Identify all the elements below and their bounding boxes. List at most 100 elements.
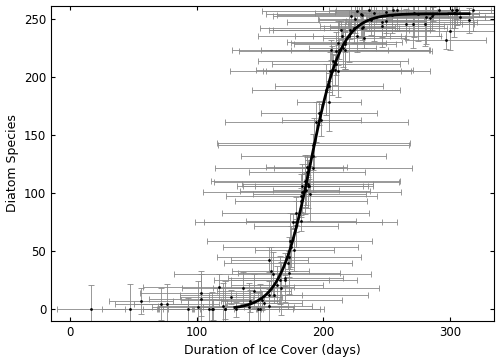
Point xyxy=(435,7,443,13)
Point xyxy=(287,244,295,250)
Point xyxy=(246,298,254,303)
Point xyxy=(336,47,344,53)
Point xyxy=(302,187,310,193)
Point xyxy=(289,219,297,225)
Point xyxy=(266,268,274,274)
Point xyxy=(194,304,202,310)
Point xyxy=(358,24,366,30)
Point xyxy=(414,11,422,17)
Point xyxy=(290,247,298,253)
Point xyxy=(340,39,348,45)
Point xyxy=(469,7,477,13)
Point xyxy=(325,83,333,89)
Point xyxy=(426,15,434,21)
Point xyxy=(284,260,292,266)
Point xyxy=(353,33,361,39)
Point xyxy=(214,284,222,290)
Point xyxy=(382,9,390,15)
Point xyxy=(364,7,372,13)
Point xyxy=(456,14,464,20)
Point xyxy=(465,17,473,23)
Point xyxy=(302,164,310,170)
Point xyxy=(218,303,226,309)
Point xyxy=(360,36,368,41)
Point xyxy=(292,219,300,225)
Point xyxy=(330,67,338,73)
Y-axis label: Diatom Species: Diatom Species xyxy=(6,114,18,212)
Point xyxy=(250,288,258,294)
Point xyxy=(282,278,290,284)
Point xyxy=(298,189,306,195)
Point xyxy=(340,47,348,53)
Point xyxy=(315,110,323,116)
Point xyxy=(273,282,281,288)
Point xyxy=(312,119,320,125)
Point xyxy=(297,193,305,199)
Point xyxy=(341,41,349,47)
Point xyxy=(87,306,95,312)
Point xyxy=(346,33,354,39)
Point xyxy=(358,12,366,18)
Point xyxy=(268,271,276,277)
Point xyxy=(157,301,165,307)
Point xyxy=(304,183,312,189)
Point xyxy=(357,11,365,17)
Point xyxy=(452,7,460,13)
Point xyxy=(334,40,342,46)
Point xyxy=(302,179,310,185)
Point xyxy=(222,306,230,312)
Point xyxy=(429,11,437,17)
Point xyxy=(304,165,312,171)
Point xyxy=(310,140,318,146)
Point xyxy=(428,13,436,19)
Point xyxy=(328,68,336,74)
Point xyxy=(197,296,205,302)
Point xyxy=(378,19,386,25)
Point xyxy=(421,21,429,27)
Point xyxy=(310,154,318,159)
Point xyxy=(238,285,246,291)
Point xyxy=(265,303,273,309)
Point xyxy=(338,27,345,33)
Point xyxy=(184,306,192,312)
Point xyxy=(409,21,417,27)
Point xyxy=(208,306,216,312)
Point xyxy=(318,117,326,123)
Point xyxy=(232,306,239,312)
Point xyxy=(298,183,306,189)
Point xyxy=(346,13,354,19)
Point xyxy=(450,10,458,16)
Point xyxy=(446,28,454,34)
Point xyxy=(354,8,362,13)
Point xyxy=(302,178,310,184)
Point xyxy=(422,14,430,20)
Point xyxy=(350,25,358,31)
Point xyxy=(351,16,359,22)
Point xyxy=(244,304,252,310)
Point xyxy=(266,257,274,263)
Point xyxy=(260,300,268,306)
Point xyxy=(265,293,273,298)
Point xyxy=(368,17,376,23)
Point xyxy=(332,61,340,66)
Point xyxy=(442,37,450,43)
Point xyxy=(126,306,134,312)
Point xyxy=(329,58,337,64)
Point xyxy=(448,7,456,13)
Point xyxy=(370,11,378,16)
Point xyxy=(285,254,293,260)
Point xyxy=(304,181,312,187)
Point xyxy=(453,7,461,13)
Point xyxy=(325,99,333,105)
Point xyxy=(410,11,418,16)
Point xyxy=(310,142,318,148)
Point xyxy=(254,306,262,312)
Point xyxy=(282,275,290,281)
Point xyxy=(285,270,293,276)
Point xyxy=(402,21,410,26)
Point xyxy=(310,165,318,171)
Point xyxy=(258,298,266,303)
Point xyxy=(210,306,218,312)
Point xyxy=(196,290,204,296)
Point xyxy=(301,188,309,194)
